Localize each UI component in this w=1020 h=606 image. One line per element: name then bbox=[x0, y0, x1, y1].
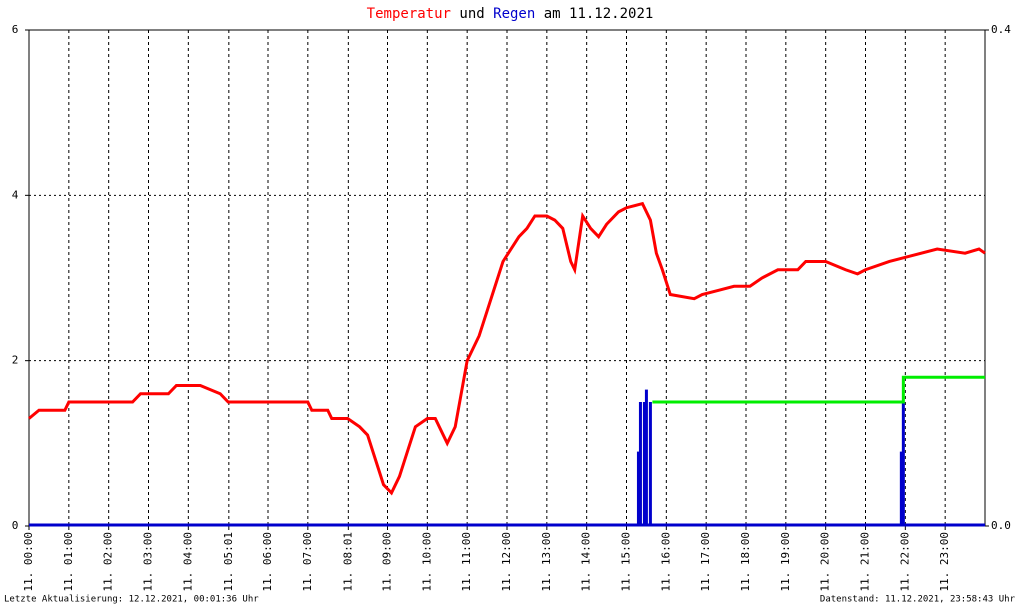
rain-bar bbox=[642, 402, 646, 526]
series-line bbox=[652, 375, 985, 404]
x-tick-label: 11. 04:00 bbox=[181, 532, 194, 592]
title-part: Regen bbox=[493, 6, 535, 22]
series-line bbox=[28, 201, 986, 496]
x-tick-label: 11. 02:00 bbox=[102, 532, 115, 592]
title-text: Temperatur und Regen am 11.12.2021 bbox=[367, 6, 654, 22]
y-tick-label: 0 bbox=[12, 519, 19, 532]
footer-right: Datenstand: 11.12.2021, 23:58:43 Uhr bbox=[820, 595, 1016, 605]
title-part: Temperatur bbox=[367, 6, 451, 22]
chart-title: Temperatur und Regen am 11.12.2021 bbox=[367, 6, 654, 22]
x-tick-label: 11. 08:01 bbox=[341, 532, 354, 592]
x-tick-label: 11. 09:00 bbox=[381, 532, 394, 592]
x-tick-label: 11. 06:00 bbox=[261, 532, 274, 592]
x-tick-label: 11. 18:00 bbox=[739, 532, 752, 592]
x-tick-label: 11. 16:00 bbox=[659, 532, 672, 592]
x-tick-label: 11. 12:00 bbox=[500, 532, 513, 592]
rain-bar bbox=[644, 389, 648, 526]
x-tick-label: 11. 20:00 bbox=[819, 532, 832, 592]
x-tick-label: 11. 01:00 bbox=[62, 532, 75, 592]
rain-bar bbox=[638, 402, 642, 526]
y2-tick-label: 0.0 bbox=[991, 519, 1011, 532]
x-tick-label: 11. 14:00 bbox=[580, 532, 593, 592]
x-tick-label: 11. 13:00 bbox=[540, 532, 553, 592]
x-tick-label: 11. 19:00 bbox=[779, 532, 792, 592]
x-tick-label: 11. 15:00 bbox=[620, 532, 633, 592]
rain-bar bbox=[648, 402, 652, 526]
x-tick-label: 11. 17:00 bbox=[699, 532, 712, 592]
x-tick-label: 11. 10:00 bbox=[420, 532, 433, 592]
x-tick-label: 11. 03:00 bbox=[142, 532, 155, 592]
x-tick-label: 11. 05:01 bbox=[222, 532, 235, 592]
footer-left: Letzte Aktualisierung: 12.12.2021, 00:01… bbox=[4, 595, 259, 605]
title-part: am 11.12.2021 bbox=[544, 6, 654, 22]
rain-bar bbox=[899, 451, 903, 526]
rain-bar bbox=[636, 451, 640, 526]
y-tick-label: 2 bbox=[12, 354, 19, 367]
y2-tick-label: 0.4 bbox=[991, 23, 1011, 36]
y-tick-label: 6 bbox=[12, 23, 19, 36]
title-part: und bbox=[459, 6, 484, 22]
x-tick-label: 11. 07:00 bbox=[301, 532, 314, 592]
x-tick-label: 11. 21:00 bbox=[859, 532, 872, 592]
y-tick-label: 4 bbox=[12, 188, 19, 201]
rain-bar bbox=[901, 402, 905, 526]
x-tick-label: 11. 00:00 bbox=[22, 532, 35, 592]
x-tick-label: 11. 23:00 bbox=[938, 532, 951, 592]
x-tick-label: 11. 11:00 bbox=[460, 532, 473, 592]
x-tick-label: 11. 22:00 bbox=[898, 532, 911, 592]
